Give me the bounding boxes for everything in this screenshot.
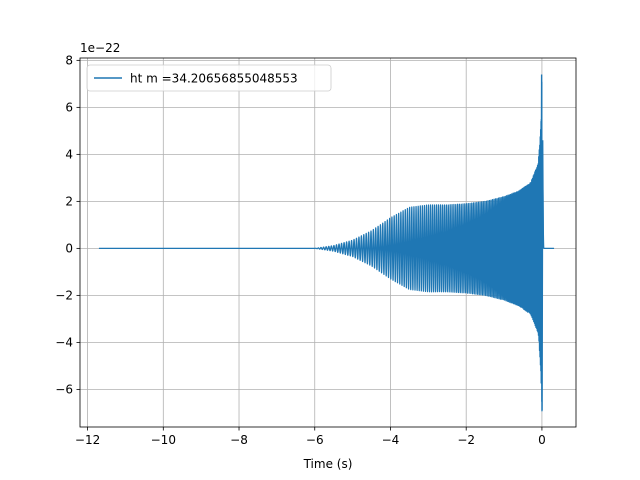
y-tick-label: 4 — [65, 148, 73, 162]
y-tick-label: 2 — [65, 195, 73, 209]
x-tick-label: −10 — [151, 433, 176, 447]
x-tick-label: −4 — [382, 433, 400, 447]
y-tick-label: −4 — [55, 336, 73, 350]
plot-area — [98, 74, 555, 412]
legend: ht m =34.20656855048553 — [86, 64, 332, 92]
x-tick-label: −2 — [457, 433, 475, 447]
legend-box — [86, 64, 332, 92]
axis-ticks: −12 −10 −8 −6 −4 −2 0 −6 −4 −2 0 2 4 6 8 — [55, 54, 545, 447]
x-axis-label: Time (s) — [303, 457, 353, 471]
series-line-ht — [98, 81, 555, 412]
x-tick-label: −12 — [75, 433, 100, 447]
y-offset-text: 1e−22 — [80, 41, 120, 55]
y-tick-label: 6 — [65, 101, 73, 115]
y-tick-label: −6 — [55, 383, 73, 397]
axes-frame — [79, 57, 577, 428]
series-merger-peak — [540, 74, 544, 411]
x-tick-label: 0 — [538, 433, 546, 447]
legend-entry-label: ht m =34.20656855048553 — [130, 72, 298, 86]
x-tick-label: −6 — [306, 433, 324, 447]
y-tick-label: 0 — [65, 242, 73, 256]
y-tick-label: 8 — [65, 54, 73, 68]
y-tick-label: −2 — [55, 289, 73, 303]
x-tick-label: −8 — [230, 433, 248, 447]
